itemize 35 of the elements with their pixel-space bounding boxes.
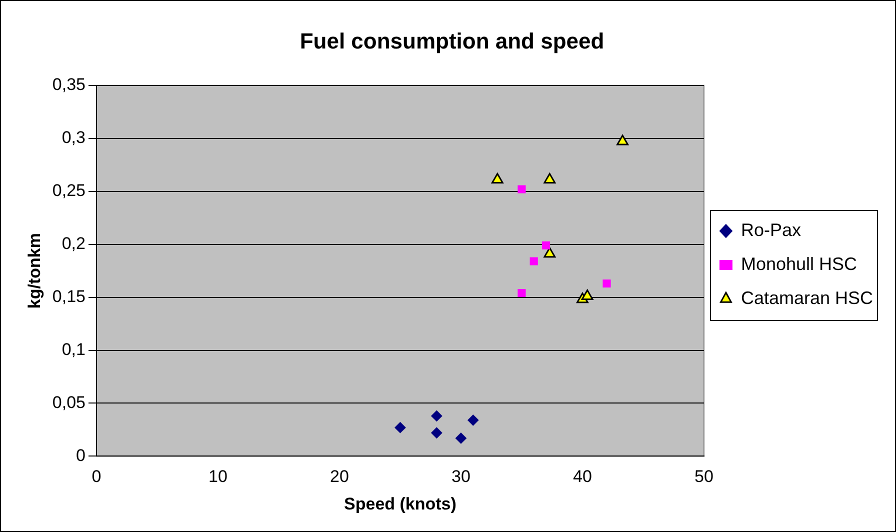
x-tick-label: 40 bbox=[573, 467, 592, 486]
point bbox=[518, 289, 526, 298]
y-tick-label: 0 bbox=[76, 446, 86, 465]
x-tick-label: 50 bbox=[694, 467, 714, 486]
point bbox=[616, 134, 628, 146]
legend-label: Monohull HSC bbox=[740, 254, 858, 274]
point bbox=[544, 172, 556, 184]
point bbox=[491, 172, 504, 184]
y-tick-label: 0,05 bbox=[52, 392, 86, 412]
point bbox=[544, 247, 556, 258]
point bbox=[455, 432, 466, 444]
x-tick-label: 30 bbox=[452, 467, 470, 486]
y-axis-title: kg/tonkm bbox=[24, 233, 44, 309]
x-tick-label: 20 bbox=[330, 467, 349, 486]
point bbox=[394, 422, 406, 434]
point bbox=[468, 414, 479, 426]
y-tick-label: 0,2 bbox=[62, 234, 86, 253]
x-axis-title: Speed (knots) bbox=[344, 494, 456, 514]
y-tick-label: 0,35 bbox=[52, 75, 86, 94]
y-tick-label: 0,15 bbox=[52, 286, 86, 306]
y-tick-label: 0,1 bbox=[62, 340, 86, 359]
legend-label: Catamaran HSC bbox=[740, 288, 873, 308]
point bbox=[602, 279, 611, 288]
point bbox=[431, 410, 442, 422]
point bbox=[518, 185, 526, 194]
point bbox=[530, 257, 538, 266]
x-tick-label: 0 bbox=[92, 467, 102, 486]
y-tick-label: 0,25 bbox=[52, 181, 86, 200]
point bbox=[431, 427, 442, 438]
x-tick-label: 10 bbox=[208, 467, 228, 486]
point bbox=[542, 241, 550, 250]
point bbox=[581, 289, 594, 300]
y-tick-label: 0,3 bbox=[62, 128, 86, 148]
legend-label: Ro-Pax bbox=[740, 220, 801, 240]
chart-title: Fuel consumption and speed bbox=[300, 28, 604, 54]
